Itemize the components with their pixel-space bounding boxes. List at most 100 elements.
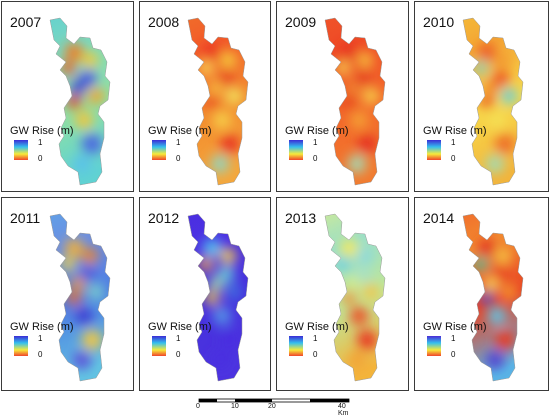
interpolation-hotspot	[501, 284, 517, 300]
legend: GW Rise (m) 1 0	[285, 125, 403, 169]
panel-year-label: 2013	[285, 210, 317, 226]
map-canvas	[187, 17, 249, 186]
interpolation-hotspot	[348, 155, 366, 173]
map-panel: 2008 GW Rise (m) 1 0	[139, 1, 271, 192]
legend-min-label: 0	[451, 350, 456, 359]
basin-outline	[49, 213, 111, 382]
panel-year-label: 2011	[10, 210, 41, 226]
interpolation-hotspot	[82, 52, 98, 68]
map-canvas	[49, 213, 111, 382]
legend-color-ramp	[152, 140, 166, 160]
interpolation-hotspot	[73, 351, 91, 369]
interpolation-hotspot	[486, 351, 504, 369]
interpolation-hotspot	[80, 266, 96, 282]
interpolation-hotspot	[357, 134, 377, 154]
interpolation-hotspot	[363, 284, 379, 300]
interpolation-hotspot	[220, 330, 240, 350]
legend-color-ramp	[14, 140, 28, 160]
interpolation-hotspot	[474, 61, 488, 75]
scale-bar-graphic	[198, 398, 350, 403]
legend-max-label: 1	[313, 334, 318, 343]
interpolation-hotspot	[67, 95, 81, 109]
map-panel: 2014 GW Rise (m) 1 0	[414, 197, 549, 391]
interpolation-hotspot	[199, 257, 213, 271]
interpolation-hotspot	[67, 291, 81, 305]
interpolation-hotspot	[61, 257, 75, 271]
legend-title: GW Rise (m)	[423, 125, 487, 137]
interpolation-hotspot	[493, 70, 509, 86]
panel-year-label: 2010	[423, 14, 455, 30]
interpolation-hotspot	[88, 284, 104, 300]
interpolation-hotspot	[501, 88, 517, 104]
scale-tick-label: 10	[231, 403, 239, 410]
interpolation-hotspot	[355, 70, 371, 86]
interpolation-hotspot	[218, 70, 234, 86]
panel-year-label: 2014	[423, 210, 455, 226]
legend-max-label: 1	[313, 138, 318, 147]
interpolation-hotspot	[495, 134, 515, 154]
interpolation-hotspot	[73, 155, 91, 173]
interpolation-hotspot	[82, 330, 102, 350]
basin-outline	[187, 213, 249, 382]
map-panel: 2012 GW Rise (m) 1 0	[139, 197, 271, 391]
interpolation-hotspot	[348, 351, 366, 369]
legend-min-label: 0	[38, 350, 43, 359]
basin-outline	[462, 17, 524, 186]
interpolation-hotspot	[205, 291, 219, 305]
legend: GW Rise (m) 1 0	[10, 321, 128, 365]
legend: GW Rise (m) 1 0	[148, 125, 266, 169]
interpolation-hotspot	[480, 95, 494, 109]
map-panel: 2010 GW Rise (m) 1 0	[414, 1, 549, 192]
legend-color-ramp	[289, 140, 303, 160]
interpolation-hotspot	[80, 70, 96, 86]
legend-title: GW Rise (m)	[10, 321, 74, 333]
map-canvas	[462, 213, 524, 382]
legend-color-ramp	[427, 336, 441, 356]
interpolation-hotspot	[340, 239, 358, 257]
panel-year-label: 2007	[10, 14, 42, 30]
interpolation-hotspot	[65, 239, 83, 257]
legend-color-ramp	[289, 336, 303, 356]
interpolation-hotspot	[205, 95, 219, 109]
scale-tick-label: 40 Km	[338, 403, 349, 417]
interpolation-hotspot	[220, 134, 240, 154]
scale-tick-label: 0	[196, 403, 200, 410]
interpolation-hotspot	[209, 81, 223, 95]
interpolation-hotspot	[478, 239, 496, 257]
legend-title: GW Rise (m)	[148, 125, 212, 137]
interpolation-hotspot	[495, 330, 515, 350]
interpolation-hotspot	[211, 351, 229, 369]
panel-year-label: 2008	[148, 14, 180, 30]
interpolation-hotspot	[493, 266, 509, 282]
legend-min-label: 0	[38, 154, 43, 163]
legend-max-label: 1	[176, 138, 181, 147]
interpolation-hotspot	[203, 239, 221, 257]
interpolation-hotspot	[486, 155, 504, 173]
legend-min-label: 0	[451, 154, 456, 163]
legend-max-label: 1	[38, 334, 43, 343]
interpolation-hotspot	[203, 43, 221, 61]
interpolation-hotspot	[357, 52, 373, 68]
interpolation-hotspot	[82, 248, 98, 264]
interpolation-hotspot	[82, 134, 102, 154]
basin-outline	[324, 17, 386, 186]
interpolation-hotspot	[71, 81, 85, 95]
interpolation-hotspot	[342, 291, 356, 305]
panel-year-label: 2012	[148, 210, 180, 226]
legend: GW Rise (m) 1 0	[285, 321, 403, 365]
legend-min-label: 0	[313, 154, 318, 163]
interpolation-hotspot	[211, 155, 229, 173]
legend-title: GW Rise (m)	[148, 321, 212, 333]
map-canvas	[462, 17, 524, 186]
interpolation-hotspot	[350, 111, 368, 129]
interpolation-hotspot	[346, 277, 360, 291]
map-canvas	[324, 17, 386, 186]
basin-outline	[49, 17, 111, 186]
interpolation-hotspot	[226, 284, 242, 300]
interpolation-hotspot	[357, 248, 373, 264]
interpolation-hotspot	[220, 52, 236, 68]
interpolation-hotspot	[355, 266, 371, 282]
interpolation-hotspot	[75, 111, 93, 129]
interpolation-hotspot	[213, 307, 231, 325]
interpolation-hotspot	[199, 61, 213, 75]
